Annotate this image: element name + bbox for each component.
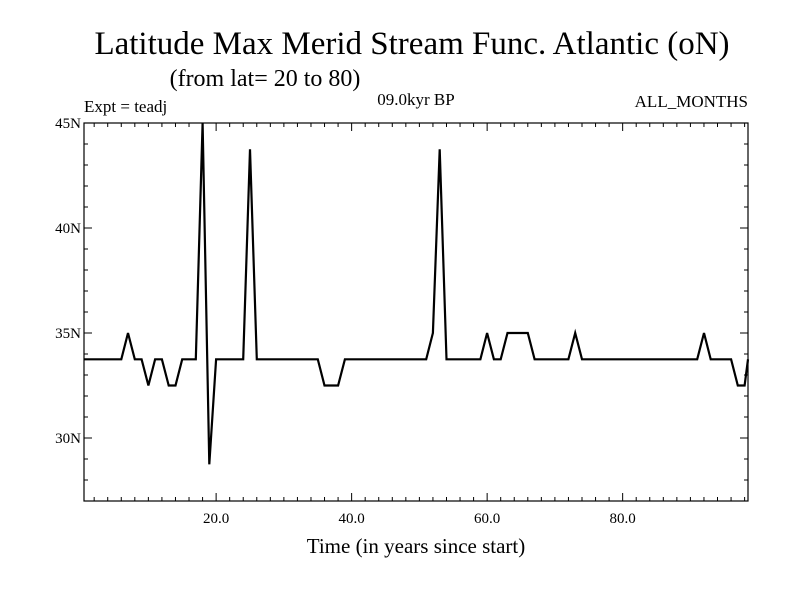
period-label: 09.0kyr BP — [377, 90, 454, 109]
plot-frame — [83, 122, 749, 502]
x-tick-label: 80.0 — [610, 511, 636, 527]
y-tick-label: 35N — [55, 326, 81, 342]
series-lines — [84, 122, 750, 465]
axis-ticks — [84, 122, 748, 502]
x-tick-label: 40.0 — [339, 511, 365, 527]
x-tick-labels: 20.0 40.0 60.0 80.0 — [203, 511, 636, 527]
y-tick-label: 40N — [55, 221, 81, 237]
x-tick-label: 20.0 — [203, 511, 229, 527]
y-tick-label: 45N — [55, 116, 81, 132]
months-label: ALL_MONTHS — [635, 92, 748, 111]
series-line — [84, 122, 750, 465]
chart-subtitle: (from lat= 20 to 80) — [170, 66, 361, 92]
experiment-label: Expt = teadj — [84, 97, 167, 116]
y-tick-label: 30N — [55, 431, 81, 447]
chart-title: Latitude Max Merid Stream Func. Atlantic… — [94, 26, 729, 62]
x-tick-label: 60.0 — [474, 511, 500, 527]
y-tick-labels: 30N 35N 40N 45N — [55, 116, 81, 447]
x-axis-label: Time (in years since start) — [307, 534, 526, 558]
